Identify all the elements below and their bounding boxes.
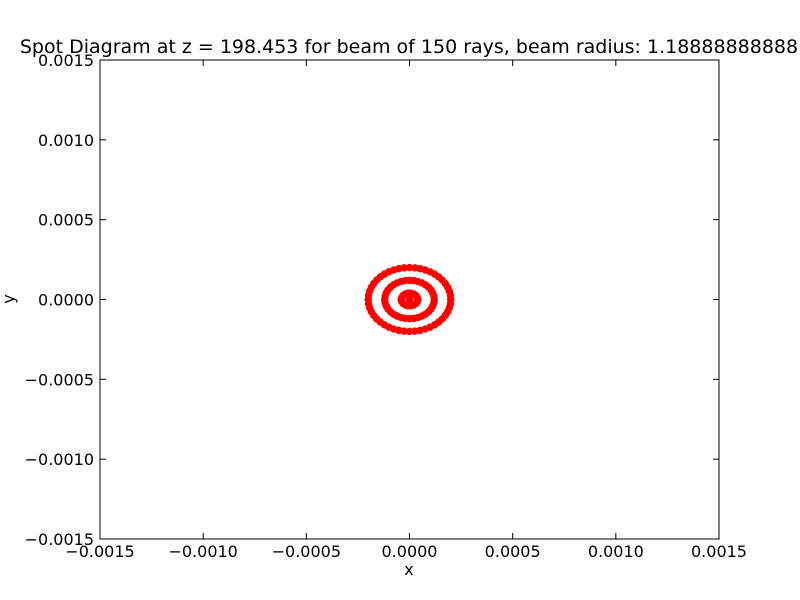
data-point bbox=[446, 299, 455, 308]
y-tick-label: 0.0010 bbox=[38, 131, 94, 150]
data-point bbox=[405, 295, 414, 304]
y-tick-label: 0.0000 bbox=[38, 291, 94, 310]
data-point bbox=[413, 297, 422, 306]
x-tick-label: 0.0005 bbox=[485, 542, 541, 561]
y-tick-label: −0.0015 bbox=[25, 530, 94, 549]
x-tick-label: −0.0010 bbox=[168, 542, 237, 561]
data-point bbox=[430, 299, 438, 307]
y-tick-label: 0.0005 bbox=[38, 211, 94, 230]
y-tick-label: −0.0010 bbox=[25, 450, 94, 469]
x-tick-label: −0.0005 bbox=[272, 542, 341, 561]
data-points bbox=[364, 263, 455, 336]
tick-labels: −0.0015 −0.0010 −0.0005 0.0000 0.0005 0.0010 0… bbox=[25, 51, 747, 561]
x-axis-label: x bbox=[404, 560, 413, 579]
y-axis-label: y bbox=[0, 294, 18, 303]
chart-title: Spot Diagram at z = 198.453 for beam of … bbox=[20, 36, 798, 58]
y-tick-label: −0.0005 bbox=[25, 370, 94, 389]
plot-frame bbox=[99, 59, 720, 540]
y-tick-label: 0.0015 bbox=[38, 51, 94, 70]
x-tick-label: 0.0000 bbox=[382, 542, 438, 561]
x-tick-label: −0.0015 bbox=[65, 542, 134, 561]
x-tick-label: 0.0015 bbox=[691, 542, 747, 561]
x-tick-label: 0.0010 bbox=[588, 542, 644, 561]
